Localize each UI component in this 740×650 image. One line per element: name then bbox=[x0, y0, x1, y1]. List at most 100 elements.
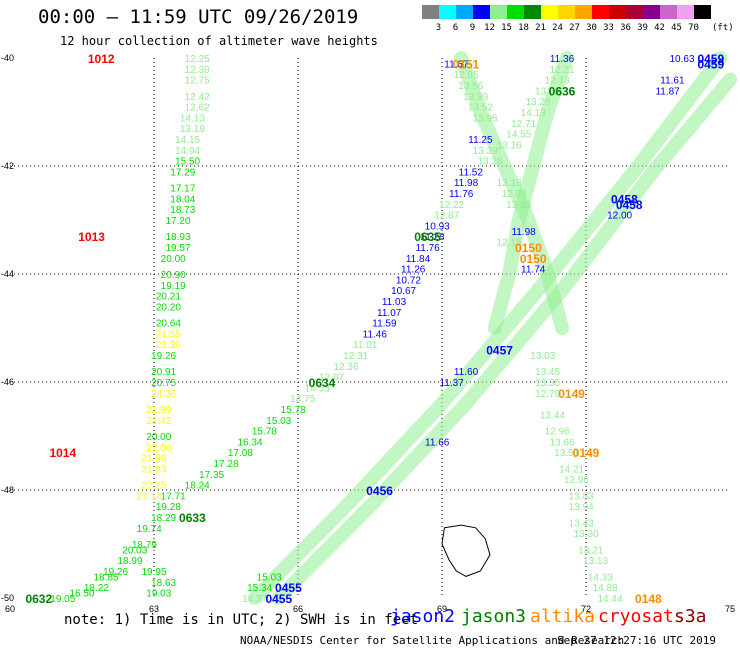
wave-height-label: 20.75 bbox=[151, 378, 176, 389]
wave-height-label: 19.95 bbox=[141, 567, 166, 578]
y-tick-label: -46 bbox=[1, 377, 14, 387]
pass-time-label: 1013 bbox=[78, 230, 105, 244]
wave-height-label: 18.79 bbox=[132, 540, 157, 551]
wave-height-label: 14.13 bbox=[521, 108, 546, 119]
wave-height-label: 11.76 bbox=[415, 243, 440, 254]
wave-height-label: 12.36 bbox=[333, 362, 358, 373]
wave-height-label: 19.74 bbox=[137, 524, 162, 535]
scale-label: 9 bbox=[469, 23, 476, 33]
pass-time-label: 0149 bbox=[558, 387, 585, 401]
wave-height-label: 13.66 bbox=[549, 437, 574, 448]
wave-height-label: 12.83 bbox=[506, 200, 531, 211]
pass-time-label: 1014 bbox=[49, 446, 76, 460]
wave-height-label: 17.35 bbox=[199, 470, 224, 481]
wave-height-label: 13.13 bbox=[583, 556, 608, 567]
scale-label: 42 bbox=[654, 23, 665, 33]
scale-swatch bbox=[558, 5, 575, 19]
scale-swatch bbox=[422, 5, 439, 19]
wave-height-label: 17.20 bbox=[165, 216, 190, 227]
scale-label: 24 bbox=[552, 23, 563, 33]
wave-height-label: 12.88 bbox=[501, 189, 526, 200]
wave-height-label: 13.39 bbox=[473, 146, 498, 157]
scale-label: 27 bbox=[569, 23, 580, 33]
wave-height-label: 12.39 bbox=[185, 65, 210, 76]
wave-height-label: 13.44 bbox=[540, 410, 565, 421]
wave-height-label: 19.03 bbox=[146, 589, 171, 600]
wave-height-label: 13.19 bbox=[180, 124, 205, 135]
wave-height-label: 19.19 bbox=[161, 281, 186, 292]
scale-swatch bbox=[626, 5, 643, 19]
wave-height-label: 13.94 bbox=[569, 502, 594, 513]
pass-time-label: 0457 bbox=[486, 344, 513, 358]
scale-swatch bbox=[541, 5, 558, 19]
wave-height-label: 12.71 bbox=[511, 119, 536, 130]
wave-height-label: 20.20 bbox=[156, 302, 181, 313]
wave-height-label: 21.36 bbox=[156, 340, 181, 351]
chart-subtitle: 12 hour collection of altimeter wave hei… bbox=[60, 34, 378, 48]
footer-timestamp: Sep 27 12:27:16 UTC 2019 bbox=[557, 634, 716, 647]
pass-time-label: 0455 bbox=[275, 581, 302, 595]
scale-swatch bbox=[677, 5, 694, 19]
wave-height-label: 12.21 bbox=[549, 65, 574, 76]
scale-swatch bbox=[507, 5, 524, 19]
chart-title: 00:00 – 11:59 UTC 09/26/2019 bbox=[38, 6, 359, 28]
wave-height-label: 12.25 bbox=[185, 54, 210, 65]
scale-label: 30 bbox=[586, 23, 597, 33]
wave-height-label: 14.88 bbox=[593, 583, 618, 594]
scale-swatch bbox=[694, 5, 711, 19]
pass-time-label: 0635 bbox=[414, 230, 441, 244]
scale-label: 39 bbox=[637, 23, 648, 33]
wave-height-label: 18.63 bbox=[151, 578, 176, 589]
wave-height-label: 13.45 bbox=[535, 367, 560, 378]
x-tick-label: 72 bbox=[581, 604, 591, 614]
wave-height-label: 19.57 bbox=[165, 243, 190, 254]
legend-cryosat: cryosat bbox=[598, 606, 674, 627]
pass-time-label: 0634 bbox=[309, 376, 336, 390]
wave-height-label: 14.44 bbox=[597, 594, 622, 605]
legend-altika: altika bbox=[530, 606, 596, 627]
pass-time-label: 0148 bbox=[635, 592, 662, 606]
scale-label: 12 bbox=[484, 23, 495, 33]
pass-time-label: 0456 bbox=[366, 484, 393, 498]
wave-height-label: 15.34 bbox=[247, 583, 272, 594]
wave-height-label: 14.37 bbox=[242, 594, 267, 605]
wave-height-label: 24.36 bbox=[151, 389, 176, 400]
wave-height-label: 12.15 bbox=[497, 238, 522, 249]
wave-height-label: 18.99 bbox=[117, 556, 142, 567]
wave-height-label: 21.14 bbox=[137, 491, 162, 502]
wave-height-label: 19.28 bbox=[156, 502, 181, 513]
wave-height-label: 12.97 bbox=[319, 373, 344, 384]
legend-s3a: s3a bbox=[674, 606, 707, 627]
wave-height-label: 22.06 bbox=[146, 443, 171, 454]
wave-height-label: 18.04 bbox=[170, 194, 195, 205]
y-tick-label: -42 bbox=[1, 161, 14, 171]
wave-height-label: 11.61 bbox=[660, 76, 685, 87]
scale-swatch bbox=[439, 5, 456, 19]
wave-height-label: 11.37 bbox=[439, 378, 464, 389]
wave-height-label: 14.55 bbox=[506, 130, 531, 141]
wave-height-label: 12.13 bbox=[545, 76, 570, 87]
wave-height-label: 13.30 bbox=[573, 529, 598, 540]
wave-height-label: 11.52 bbox=[459, 167, 484, 178]
pass-time-label: 0151 bbox=[453, 57, 480, 71]
y-tick-label: -44 bbox=[1, 269, 14, 279]
wave-height-label: 12.42 bbox=[185, 92, 210, 103]
wave-height-label: 20.91 bbox=[151, 367, 176, 378]
x-tick-label: 66 bbox=[293, 604, 303, 614]
wave-height-label: 20.00 bbox=[146, 432, 171, 443]
x-tick-label: 60 bbox=[5, 604, 15, 614]
wave-height-label: 11.84 bbox=[406, 254, 431, 265]
wave-height-label: 11.98 bbox=[511, 227, 536, 238]
wave-height-label: 14.53 bbox=[305, 383, 330, 394]
legend-jason2: jason2 bbox=[390, 606, 456, 627]
wave-height-label: 18.29 bbox=[151, 513, 176, 524]
wave-height-label: 12.96 bbox=[564, 475, 589, 486]
wave-height-label: 20.03 bbox=[122, 545, 147, 556]
wave-height-label: 11.60 bbox=[454, 367, 479, 378]
satellite-track bbox=[454, 51, 569, 335]
wave-height-label: 22.25 bbox=[141, 481, 166, 492]
wave-height-label: 14.75 bbox=[290, 394, 315, 405]
scale-swatch bbox=[660, 5, 677, 19]
